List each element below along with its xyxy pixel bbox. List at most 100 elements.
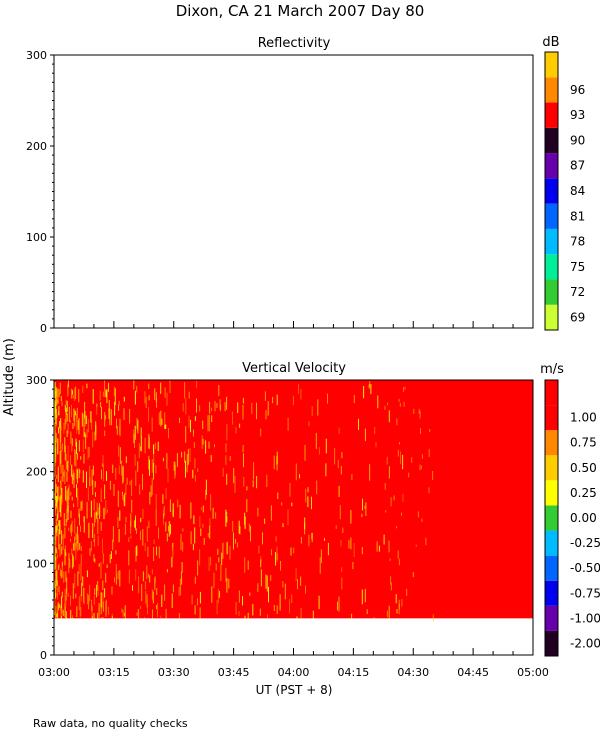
velocity-speckle: [94, 512, 95, 527]
velocity-speckle: [181, 451, 183, 458]
velocity-speckle: [60, 396, 62, 402]
velocity-speckle: [246, 486, 248, 491]
velocity-speckle: [59, 421, 61, 429]
velocity-speckle: [202, 438, 204, 445]
velocity-speckle: [71, 548, 73, 556]
velocity-speckle: [61, 596, 63, 613]
velocity-speckle: [418, 408, 420, 414]
velocity-speckle: [151, 569, 153, 575]
velocity-speckle: [60, 504, 62, 517]
velocity-speckle: [60, 459, 62, 470]
velocity-speckle: [67, 487, 69, 504]
velocity-speckle: [299, 474, 300, 479]
velocity-speckle: [60, 425, 62, 431]
reflectivity-colorbar-label: 78: [570, 235, 585, 249]
velocity-speckle: [88, 447, 90, 458]
reflectivity-title: Reflectivity: [258, 36, 331, 51]
velocity-speckle: [273, 605, 275, 611]
velocity-speckle: [134, 433, 135, 448]
velocity-speckle: [102, 538, 103, 554]
velocity-speckle: [117, 490, 119, 507]
velocity-speckle: [406, 588, 408, 596]
velocity-speckle: [281, 502, 283, 506]
velocity-speckle: [112, 464, 114, 473]
velocity-speckle: [182, 528, 184, 532]
velocity-speckle: [161, 418, 163, 425]
vertical-velocity-colorbar-label: -0.75: [570, 586, 600, 600]
velocity-speckle: [282, 523, 284, 528]
x-tick-label: 03:45: [218, 666, 250, 679]
velocity-speckle: [78, 389, 80, 403]
velocity-speckle: [91, 605, 93, 618]
vertical-velocity-ytick-label: 100: [26, 557, 47, 570]
velocity-speckle: [89, 548, 91, 556]
velocity-speckle: [289, 599, 290, 614]
velocity-speckle: [76, 414, 78, 422]
velocity-speckle: [114, 577, 115, 583]
velocity-speckle: [165, 424, 167, 429]
velocity-speckle: [77, 488, 79, 500]
velocity-speckle: [158, 546, 160, 559]
reflectivity-colorbar-swatch: [545, 178, 558, 204]
velocity-speckle: [54, 541, 56, 546]
velocity-speckle: [54, 437, 56, 454]
velocity-speckle: [100, 401, 102, 408]
reflectivity-ytick-label: 100: [26, 231, 47, 244]
velocity-speckle: [154, 388, 156, 400]
velocity-speckle: [102, 455, 104, 468]
velocity-speckle: [96, 403, 98, 415]
velocity-speckle: [74, 448, 76, 466]
velocity-speckle: [213, 572, 215, 588]
velocity-speckle: [166, 533, 168, 542]
velocity-speckle: [228, 578, 230, 589]
velocity-speckle: [318, 447, 320, 455]
velocity-speckle: [59, 389, 61, 397]
velocity-speckle: [185, 426, 187, 443]
x-tick-label: 04:15: [338, 666, 370, 679]
velocity-speckle: [78, 418, 80, 435]
velocity-speckle: [69, 420, 71, 424]
velocity-speckle: [135, 569, 137, 581]
velocity-speckle: [59, 426, 61, 438]
velocity-speckle: [94, 481, 96, 488]
velocity-speckle: [270, 505, 272, 521]
velocity-speckle: [208, 441, 210, 449]
velocity-speckle: [246, 499, 248, 513]
velocity-speckle: [164, 425, 166, 429]
velocity-speckle: [258, 545, 260, 554]
velocity-speckle: [249, 592, 251, 596]
velocity-speckle: [133, 434, 135, 444]
reflectivity-colorbar-swatch: [545, 153, 558, 179]
velocity-speckle: [243, 476, 245, 487]
velocity-speckle: [109, 408, 111, 426]
velocity-speckle: [67, 383, 69, 395]
velocity-speckle: [209, 401, 211, 414]
velocity-speckle: [68, 561, 70, 574]
reflectivity-colorbar-swatch: [545, 304, 558, 330]
velocity-speckle: [71, 520, 73, 532]
x-tick-label: 04:45: [457, 666, 489, 679]
velocity-speckle: [262, 532, 263, 545]
velocity-speckle: [124, 613, 126, 617]
velocity-speckle: [200, 528, 202, 537]
velocity-speckle: [398, 603, 400, 610]
velocity-speckle: [87, 419, 89, 433]
velocity-speckle: [369, 464, 371, 481]
velocity-speckle: [266, 575, 268, 592]
velocity-speckle: [396, 418, 398, 426]
velocity-speckle: [169, 380, 171, 394]
velocity-speckle: [235, 539, 236, 544]
velocity-speckle: [132, 585, 133, 591]
velocity-speckle: [389, 558, 391, 562]
velocity-speckle: [124, 605, 126, 619]
velocity-speckle: [276, 605, 278, 614]
velocity-speckle: [76, 473, 78, 479]
velocity-speckle: [90, 541, 92, 552]
velocity-speckle: [364, 588, 366, 603]
velocity-speckle: [55, 556, 57, 570]
velocity-speckle: [83, 516, 85, 533]
velocity-speckle: [348, 540, 350, 549]
page-title: Dixon, CA 21 March 2007 Day 80: [176, 2, 425, 20]
velocity-speckle: [78, 440, 80, 452]
